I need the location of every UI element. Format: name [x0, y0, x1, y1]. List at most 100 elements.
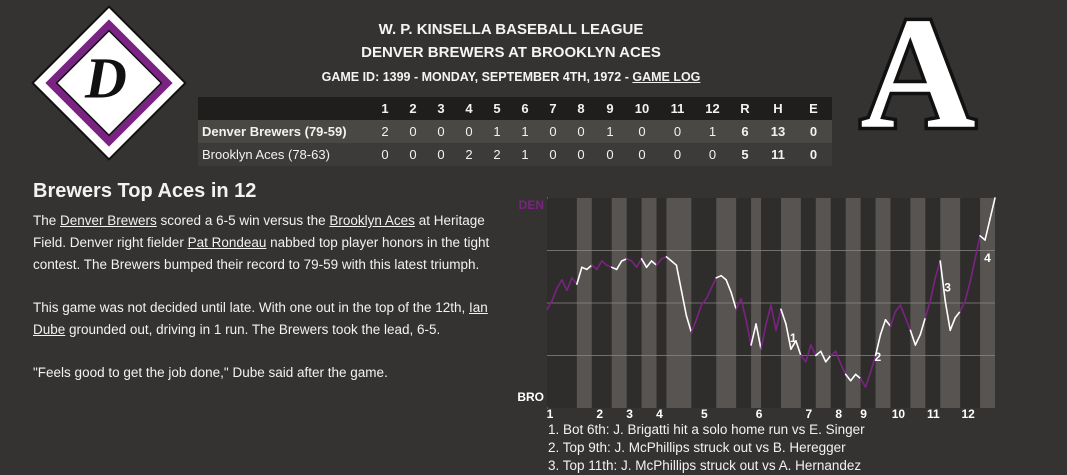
text: grounded out, driving in 1 run. The Brew…: [65, 322, 441, 337]
line-segment: [909, 329, 917, 346]
line-segment: [944, 300, 952, 332]
team-row: Brooklyn Aces (78-63) 0 0 0 2 2 1 0 0 0 0 0 0 5 11 0: [198, 143, 832, 166]
score-cell: 0: [673, 124, 682, 139]
score-cell: 11: [771, 147, 785, 162]
line-segment: [854, 373, 862, 380]
line-segment: [989, 197, 996, 220]
logo-inner: [55, 29, 163, 137]
line-segment: [615, 260, 623, 271]
line-segment: [949, 316, 956, 332]
line-segment: [556, 279, 563, 290]
game-line: GAME ID: 1399 - MONDAY, SEPTEMBER 4TH, 1…: [300, 70, 722, 84]
line-segment: [869, 354, 877, 374]
line-segment: [581, 266, 588, 271]
text: "Feels good to get the job done," Dube s…: [33, 365, 388, 380]
game-log-link[interactable]: GAME LOG: [632, 70, 701, 84]
line-segment: [735, 297, 742, 311]
score-cell: 1: [521, 147, 529, 162]
logo-letter: A: [860, 0, 976, 162]
line-segment: [800, 354, 807, 363]
headline: Brewers Top Aces in 12: [33, 180, 257, 202]
column-header: 5: [493, 101, 501, 116]
score-cell: 0: [809, 124, 818, 139]
team-header: [198, 97, 371, 120]
line-segment: [725, 279, 732, 294]
link[interactable]: Denver Brewers: [60, 213, 157, 228]
line-segment: [974, 235, 981, 260]
annotation: 1: [790, 331, 797, 345]
line-segment: [984, 218, 991, 241]
x-tick-label: 2: [596, 407, 603, 421]
line-segment: [730, 291, 737, 311]
line-segment: [824, 354, 832, 363]
note: 2. Top 9th: J. McPhillips struck out vs …: [548, 440, 846, 455]
x-tick-label: 9: [860, 407, 867, 421]
score-cell: 1: [521, 124, 529, 139]
x-tick-label: 4: [656, 407, 663, 421]
line-segment: [775, 308, 782, 332]
line-segment: [879, 318, 887, 336]
line-segment: [964, 281, 971, 302]
score-cell: 0: [465, 124, 473, 139]
link[interactable]: Brooklyn Aces: [329, 213, 415, 228]
score-cell: 2: [465, 147, 473, 162]
line-segment: [645, 260, 653, 269]
annotation: 4: [984, 251, 991, 265]
score-cell: 0: [638, 124, 646, 139]
score-cell: 0: [606, 147, 614, 162]
x-tick-label: 12: [961, 407, 975, 421]
score-cell: 2: [493, 147, 501, 162]
line-segment: [765, 304, 772, 325]
line-segment: [805, 344, 812, 363]
line-segment: [715, 274, 723, 279]
annotation: 2: [875, 350, 882, 364]
line-segment: [924, 300, 932, 319]
line-segment: [929, 276, 937, 302]
line-segment: [576, 266, 583, 285]
x-tick-label: 8: [835, 407, 842, 421]
line-segment: [620, 258, 628, 262]
line-segment: [819, 350, 827, 363]
score-cell: 1: [708, 124, 717, 139]
line-segment: [859, 377, 867, 388]
note: 1. Bot 6th: J. Brigatti hit a solo home …: [548, 422, 865, 437]
line-segment: [665, 255, 673, 262]
column-header: 7: [549, 101, 557, 116]
line-segment: [780, 308, 787, 325]
link[interactable]: Ian Dube: [33, 300, 488, 337]
score-cell: 0: [638, 147, 646, 162]
link[interactable]: Pat Rondeau: [187, 235, 267, 250]
column-header: H: [773, 101, 783, 116]
line-segment: [690, 318, 698, 334]
line-segment: [685, 314, 693, 334]
game-info: GAME ID: 1399 - MONDAY, SEPTEMBER 4TH, 1…: [321, 70, 629, 84]
line-segment: [755, 323, 762, 351]
line-segment: [605, 264, 613, 269]
line-segment: [979, 235, 986, 241]
line-segment: [561, 279, 568, 292]
line-segment: [810, 344, 817, 357]
text: This game was not decided until late. Wi…: [33, 300, 470, 315]
score-cell: 6: [741, 124, 749, 139]
line-segment: [874, 333, 882, 357]
line-segment: [705, 287, 713, 300]
line-segment: [760, 323, 767, 351]
line-segment: [839, 363, 847, 376]
score-cell: 1: [606, 124, 614, 139]
line-segment: [884, 318, 892, 327]
score-cell: 2: [381, 124, 389, 139]
paragraph: "Feels good to get the job done," Dube s…: [33, 362, 508, 384]
score-cell: 5: [741, 147, 749, 162]
line-segment: [675, 264, 683, 292]
league-name: W. P. KINSELLA BASEBALL LEAGUE: [378, 21, 644, 38]
line-segment: [864, 371, 872, 388]
annotation: 3: [944, 280, 951, 294]
text: at Heritage Field. Denver right fielder: [33, 213, 485, 250]
column-header: 11: [670, 101, 685, 116]
column-header: 10: [634, 101, 650, 116]
x-tick-label: 11: [927, 407, 940, 421]
y-tick-label: DEN: [519, 198, 544, 212]
line-segment: [670, 260, 678, 267]
